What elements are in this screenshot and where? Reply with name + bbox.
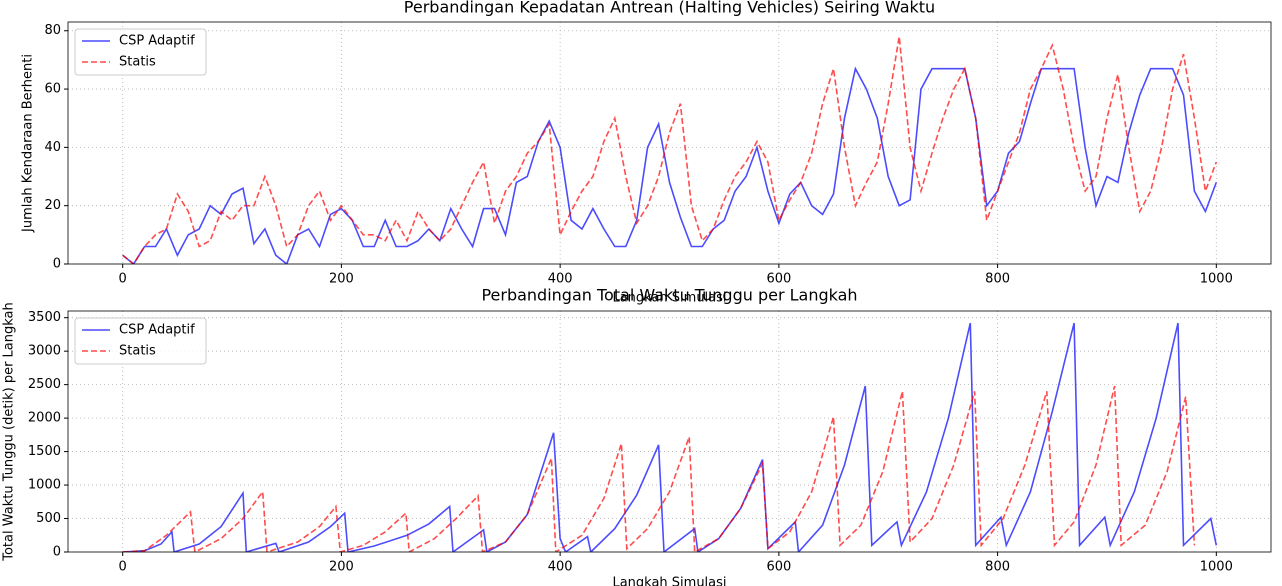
axes-frame: [67, 21, 1272, 265]
y-axis-label: Jumlah Kendaraan Berhenti: [21, 54, 36, 233]
y-tick-label: 500: [36, 511, 61, 526]
axes-frame: [67, 310, 1272, 553]
legend-label: CSP Adaptif: [119, 323, 195, 338]
y-tick-label: 3500: [28, 310, 61, 325]
x-axis-label: Langkah Simulasi: [612, 291, 726, 306]
legend: CSP Adaptif Statis: [74, 28, 207, 76]
y-tick-label: 1500: [28, 444, 61, 459]
y-tick-label: 3000: [28, 344, 61, 359]
x-tick-label: 400: [548, 272, 573, 287]
y-tick-label: 2000: [28, 411, 61, 426]
series-line: [122, 385, 1196, 552]
y-tick-label: 0: [53, 545, 61, 560]
x-tick-label: 0: [119, 560, 127, 575]
x-tick-label: 400: [548, 560, 573, 575]
x-tick-label: 1000: [1200, 272, 1233, 287]
x-tick-label: 200: [329, 272, 354, 287]
series-line: [122, 66, 1218, 264]
legend-label: Statis: [119, 344, 156, 359]
series-line: [122, 36, 1218, 264]
legend: CSP Adaptif Statis: [74, 317, 207, 365]
y-tick-label: 20: [44, 198, 61, 213]
legend-label: CSP Adaptif: [119, 34, 195, 49]
x-tick-label: 0: [119, 272, 127, 287]
y-tick-label: 80: [44, 23, 61, 38]
series-line: [122, 322, 1218, 552]
legend-label: Statis: [119, 55, 156, 70]
x-tick-label: 200: [329, 560, 354, 575]
x-axis-label: Langkah Simulasi: [612, 576, 726, 586]
y-tick-label: 60: [44, 82, 61, 97]
x-tick-label: 800: [985, 272, 1010, 287]
y-tick-label: 0: [53, 257, 61, 272]
x-tick-label: 600: [766, 272, 791, 287]
x-tick-label: 1000: [1200, 560, 1233, 575]
y-tick-label: 1000: [28, 478, 61, 493]
y-axis-label: Total Waktu Tunggu (detik) per Langkah: [2, 302, 17, 562]
chart-title: Perbandingan Total Waktu Tunggu per Lang…: [481, 286, 857, 305]
chart-title: Perbandingan Kepadatan Antrean (Halting …: [404, 0, 935, 17]
x-tick-label: 800: [985, 560, 1010, 575]
y-tick-label: 40: [44, 140, 61, 155]
y-tick-label: 2500: [28, 377, 61, 392]
x-tick-label: 600: [766, 560, 791, 575]
